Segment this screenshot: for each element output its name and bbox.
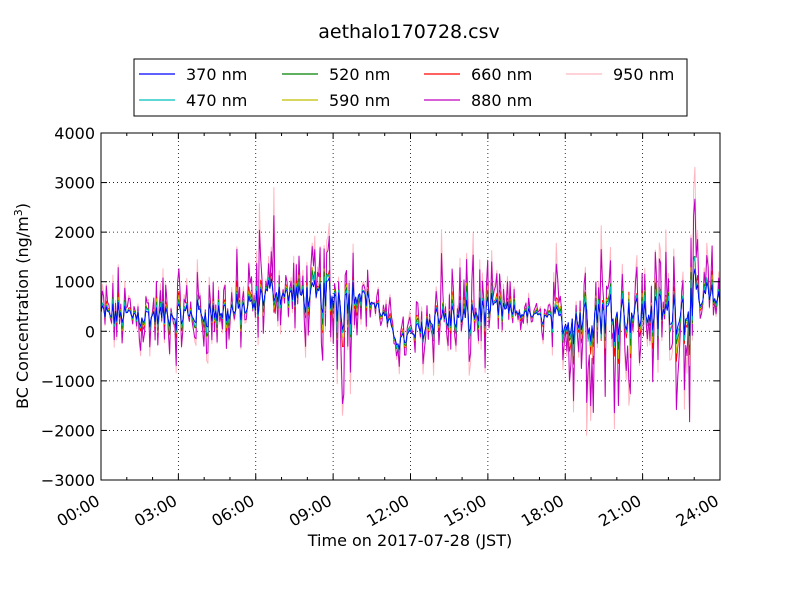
plot-area [101, 133, 720, 480]
y-axis-label-main: BC Concentration (ng/m [13, 216, 32, 409]
legend-box [133, 58, 688, 117]
x-tick-label: 24:00 [673, 491, 722, 531]
y-tick-label: 1000 [54, 273, 95, 292]
x-tick-label: 09:00 [286, 491, 335, 531]
y-tick-label: −3000 [41, 471, 95, 490]
x-tick-label: 03:00 [131, 491, 180, 531]
legend-item: 660 nm [424, 65, 532, 84]
series-line [101, 268, 720, 350]
y-axis-label-end: ) [13, 203, 32, 209]
legend-item: 950 nm [566, 65, 674, 84]
y-tick-label: 3000 [54, 174, 95, 193]
x-axis-label: Time on 2017-07-28 (JST) [307, 531, 512, 550]
x-tick-label: 15:00 [440, 491, 489, 531]
x-tick-label: 00:00 [54, 491, 103, 531]
legend-item: 470 nm [139, 91, 247, 110]
x-tick-label: 21:00 [595, 491, 644, 531]
legend-item: 880 nm [424, 91, 532, 110]
y-axis-label: BC Concentration (ng/m3) [12, 203, 33, 409]
chart-title: aethalo170728.csv [318, 21, 500, 43]
y-tick-label: 0 [85, 322, 95, 341]
legend-label: 950 nm [613, 65, 674, 84]
legend: 370 nm 470 nm 520 nm 590 nm 660 nm 880 nm 950 … [133, 58, 688, 117]
x-tick-label: 06:00 [208, 491, 257, 531]
x-tick-label: 18:00 [518, 491, 567, 531]
legend-label: 590 nm [329, 91, 390, 110]
legend-label: 520 nm [329, 65, 390, 84]
x-tick-label: 12:00 [363, 491, 412, 531]
legend-item: 370 nm [139, 65, 247, 84]
y-tick-label: −2000 [41, 421, 95, 440]
y-tick-label: 2000 [54, 223, 95, 242]
legend-item: 590 nm [282, 91, 390, 110]
legend-label: 660 nm [471, 65, 532, 84]
legend-label: 470 nm [186, 91, 247, 110]
y-tick-label: −1000 [41, 372, 95, 391]
y-axis-label-sup: 3 [12, 209, 25, 216]
legend-label: 880 nm [471, 91, 532, 110]
legend-label: 370 nm [186, 65, 247, 84]
y-tick-label: 4000 [54, 124, 95, 143]
legend-item: 520 nm [282, 65, 390, 84]
